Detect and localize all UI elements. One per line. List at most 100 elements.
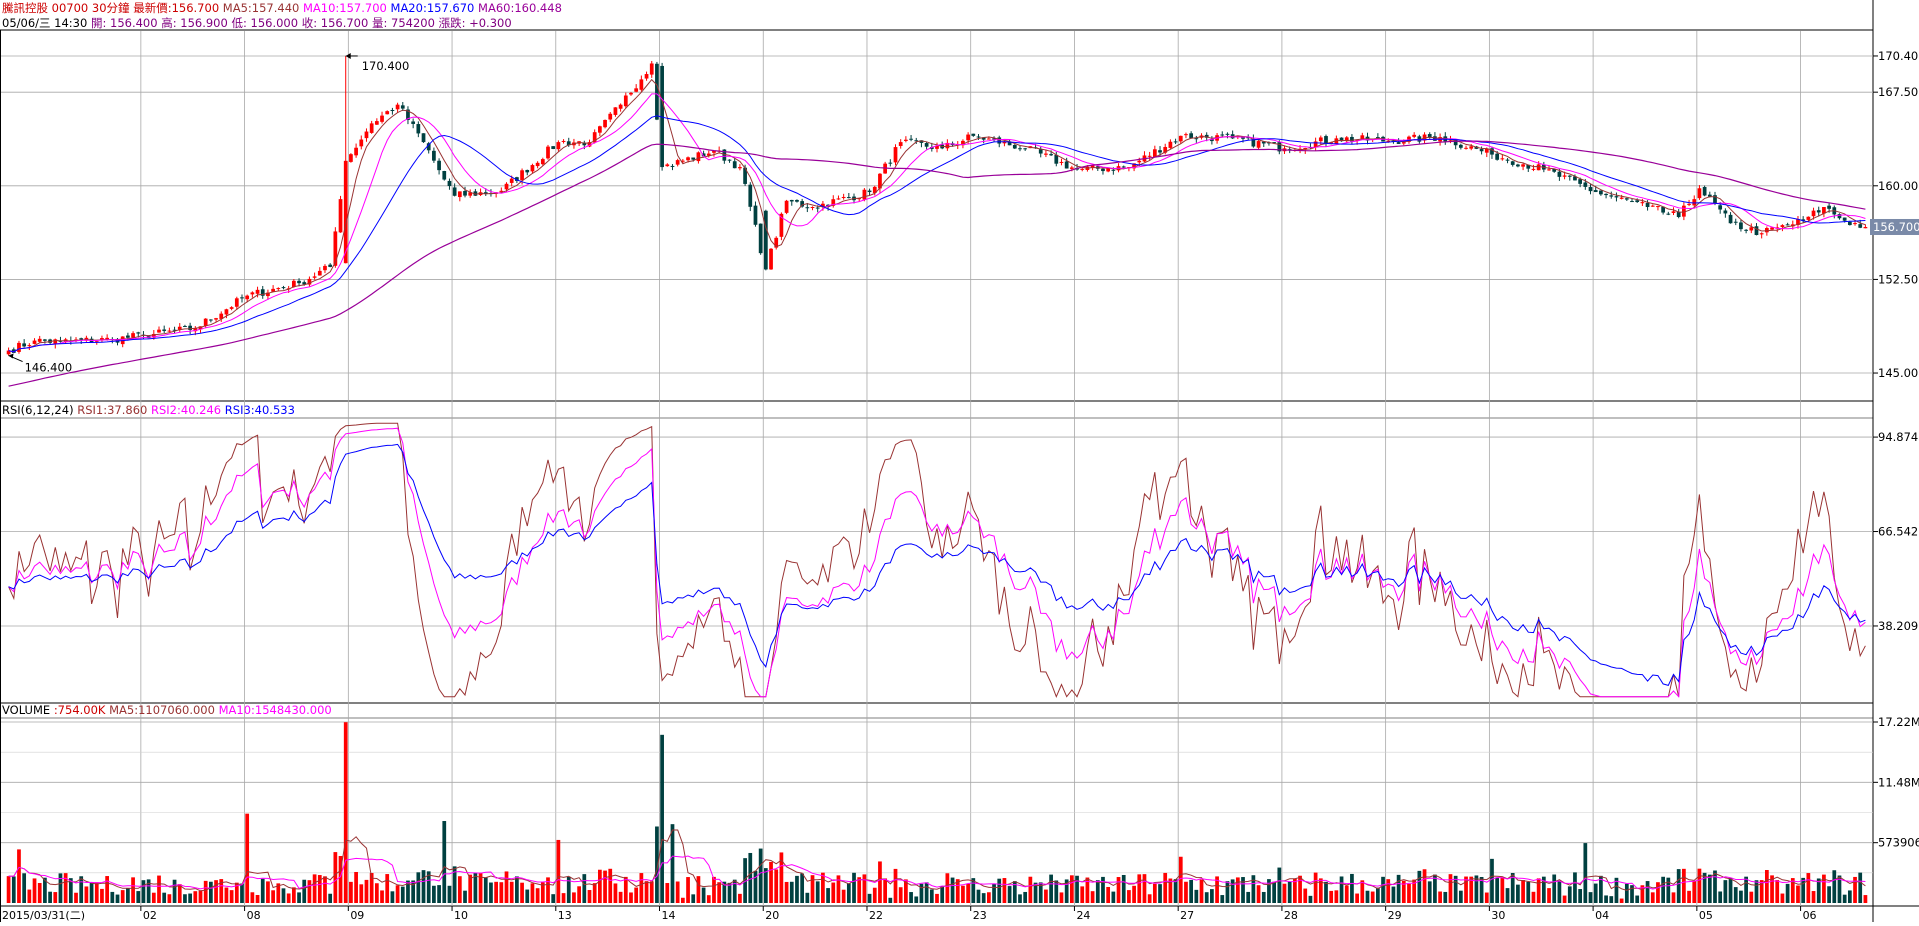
volume-bar — [520, 882, 524, 903]
volume-bar — [784, 881, 789, 903]
volume-bar — [276, 883, 281, 903]
candle-body — [250, 292, 255, 295]
candle-body — [898, 142, 903, 146]
volume-bar — [141, 880, 146, 903]
date-label: 05 — [1699, 909, 1713, 922]
volume-bar — [1038, 882, 1043, 903]
candle-body — [1479, 149, 1484, 152]
candle-body — [151, 333, 156, 338]
volume-bar — [126, 888, 130, 903]
volume-bar — [146, 879, 151, 903]
volume-bar — [37, 882, 42, 903]
volume-bar — [286, 893, 291, 903]
candle-body — [1360, 135, 1365, 140]
volume-bar — [717, 882, 722, 903]
volume-bar — [442, 821, 447, 903]
candle-body — [976, 136, 981, 138]
candle-body — [831, 199, 836, 206]
candle-body — [245, 295, 250, 300]
volume-bar — [333, 852, 338, 903]
volume-bar — [587, 890, 592, 903]
candle-body — [400, 105, 405, 109]
volume-bar — [1438, 891, 1442, 903]
volume-bar — [738, 893, 742, 903]
candle-body — [1464, 147, 1468, 149]
volume-bar — [971, 878, 976, 903]
candle-body — [395, 104, 400, 110]
candle-body — [1666, 213, 1671, 215]
volume-bar — [234, 882, 239, 903]
volume-bar — [1007, 886, 1012, 903]
volume-bar — [831, 882, 836, 903]
rsi-title: RSI(6,12,24) — [2, 403, 74, 417]
candle-body — [1552, 168, 1557, 172]
candle-body — [43, 339, 47, 341]
volume-bar — [250, 892, 255, 903]
candle-body — [795, 199, 799, 202]
volume-bar — [1199, 879, 1204, 903]
volume-bar — [6, 876, 11, 903]
candle-body — [442, 170, 447, 180]
volume-bar — [1360, 880, 1365, 903]
volume-bar — [878, 861, 882, 903]
volume-bar — [151, 892, 156, 903]
candle-body — [1583, 182, 1588, 187]
volume-bar — [1723, 880, 1728, 903]
volume-bar — [1847, 890, 1852, 903]
volume-bar — [992, 883, 996, 903]
volume-bar — [966, 883, 970, 903]
candle-body — [509, 178, 514, 183]
candle-body — [992, 138, 996, 140]
volume-bar — [826, 888, 830, 903]
volume-bar — [660, 734, 664, 903]
candle-body — [623, 95, 628, 107]
candle-body — [1764, 228, 1769, 233]
volume-bar — [1178, 856, 1183, 903]
volume-bar — [260, 878, 265, 903]
candle-body — [463, 190, 467, 196]
candle-body — [888, 162, 893, 164]
candle-body — [732, 161, 737, 169]
volume-bar — [686, 877, 690, 903]
candle-body — [209, 319, 213, 321]
volume-readout: 量: 754200 — [372, 16, 435, 30]
candle-body — [32, 340, 37, 344]
candle-body — [1785, 224, 1790, 226]
candle-body — [374, 121, 379, 125]
volume-bar — [17, 849, 21, 903]
volume-bar — [105, 876, 110, 903]
candle-body — [530, 165, 535, 172]
volume-bar — [229, 890, 234, 903]
volume-bar — [343, 722, 348, 903]
change-readout: 漲跌: +0.300 — [439, 16, 512, 30]
candle-body — [1733, 221, 1738, 223]
volume-bar — [1101, 876, 1105, 903]
candle-body — [426, 143, 431, 151]
volume-bar — [1417, 870, 1422, 903]
candle-body — [6, 350, 11, 355]
candle-body — [971, 133, 976, 136]
volume-bar — [411, 880, 416, 903]
candle-body — [1739, 222, 1743, 230]
volume-bar — [48, 891, 52, 903]
volume-bar — [1562, 895, 1567, 903]
volume-bar — [1116, 877, 1121, 903]
volume-bar — [665, 883, 670, 903]
candle-body — [1635, 200, 1640, 203]
volume-bar — [722, 881, 727, 903]
last-price-value: 156.700 — [172, 1, 220, 15]
volume-bar — [525, 889, 530, 903]
volume-bar — [1251, 875, 1256, 903]
candle-body — [945, 142, 950, 149]
volume-bar — [675, 881, 680, 903]
candle-body — [167, 330, 172, 332]
candle-body — [1547, 169, 1551, 171]
volume-bar — [374, 883, 379, 903]
volume-bar — [307, 880, 312, 903]
candle-body — [1204, 134, 1209, 138]
candle-body — [1713, 195, 1717, 204]
volume-bar — [1510, 872, 1515, 903]
volume-bar — [1780, 893, 1785, 903]
